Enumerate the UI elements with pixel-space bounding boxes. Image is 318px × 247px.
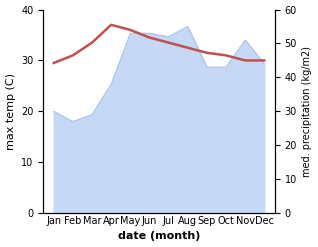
Y-axis label: max temp (C): max temp (C) <box>5 73 16 150</box>
Y-axis label: med. precipitation (kg/m2): med. precipitation (kg/m2) <box>302 46 313 177</box>
X-axis label: date (month): date (month) <box>118 231 200 242</box>
